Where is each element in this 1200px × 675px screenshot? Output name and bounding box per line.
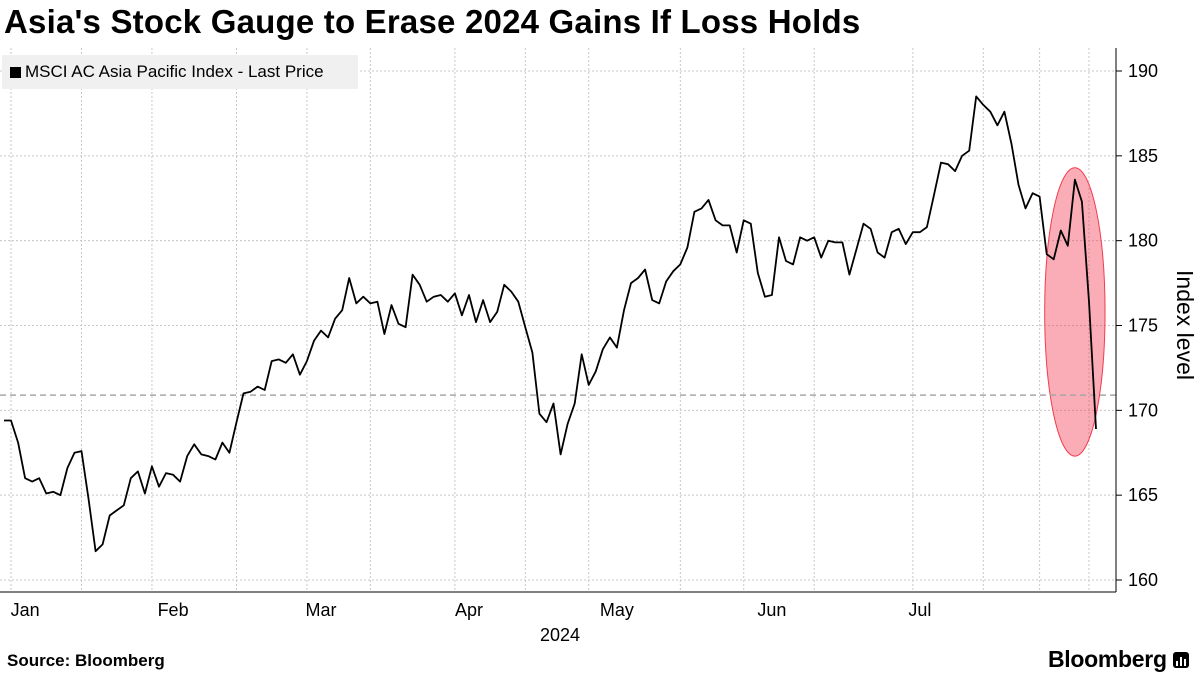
x-tick-label: Apr: [455, 600, 483, 620]
brand-logo: Bloomberg: [1048, 646, 1189, 673]
chart-title: Asia's Stock Gauge to Erase 2024 Gains I…: [4, 3, 861, 40]
y-tick-label: 185: [1128, 146, 1158, 166]
x-tick-label: Jan: [11, 600, 40, 620]
legend-label: MSCI AC Asia Pacific Index - Last Price: [25, 62, 324, 81]
x-tick-label: May: [600, 600, 634, 620]
x-tick-label: Mar: [306, 600, 337, 620]
x-tick-label: Jul: [908, 600, 931, 620]
y-tick-label: 180: [1128, 231, 1158, 251]
x-tick-label: Jun: [757, 600, 786, 620]
bar-chart-icon: [1172, 651, 1189, 668]
brand-name: Bloomberg: [1048, 646, 1167, 672]
legend-swatch: [10, 66, 21, 78]
x-year-label: 2024: [540, 625, 580, 645]
y-tick-label: 165: [1128, 485, 1158, 505]
y-tick-label: 170: [1128, 400, 1158, 420]
x-tick-label: Feb: [158, 600, 189, 620]
y-axis-title: Index level: [1172, 270, 1198, 380]
legend: MSCI AC Asia Pacific Index - Last Price: [2, 55, 358, 89]
y-tick-label: 160: [1128, 570, 1158, 590]
source-note: Source: Bloomberg: [7, 651, 165, 670]
y-tick-label: 175: [1128, 316, 1158, 336]
highlight-ellipse: [1044, 167, 1106, 457]
series-line: [4, 95, 1097, 553]
y-tick-label: 190: [1128, 61, 1158, 81]
